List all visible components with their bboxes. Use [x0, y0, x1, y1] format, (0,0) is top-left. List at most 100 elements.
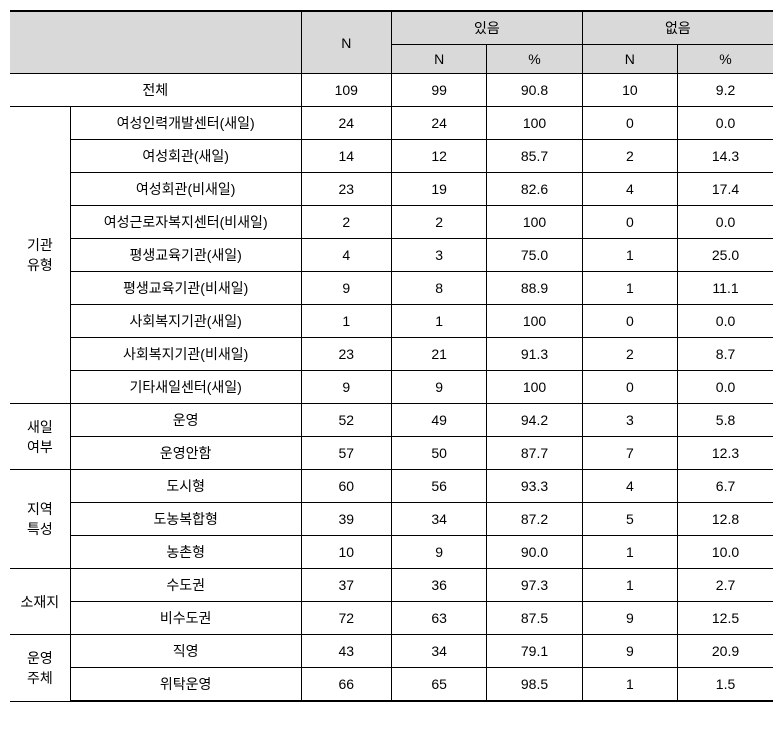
cell-n: 52 [301, 404, 391, 437]
row-label: 여성인력개발센터(새일) [70, 107, 301, 140]
header-no: 없음 [582, 11, 773, 45]
row-label: 기타새일센터(새일) [70, 371, 301, 404]
cell-yes-n: 34 [391, 503, 486, 536]
cell-n: 72 [301, 602, 391, 635]
cell-no-pct: 9.2 [678, 74, 773, 107]
row-label: 평생교육기관(비새일) [70, 272, 301, 305]
cell-no-n: 9 [582, 635, 677, 668]
cell-no-pct: 17.4 [678, 173, 773, 206]
cell-no-n: 7 [582, 437, 677, 470]
cell-no-n: 2 [582, 338, 677, 371]
cell-yes-pct: 85.7 [487, 140, 582, 173]
cell-n: 23 [301, 173, 391, 206]
cell-no-n: 1 [582, 668, 677, 702]
cell-yes-pct: 90.8 [487, 74, 582, 107]
cell-n: 43 [301, 635, 391, 668]
row-label: 도시형 [70, 470, 301, 503]
cell-yes-pct: 90.0 [487, 536, 582, 569]
cell-yes-pct: 100 [487, 107, 582, 140]
cell-yes-pct: 98.5 [487, 668, 582, 702]
cell-yes-pct: 100 [487, 206, 582, 239]
table-row: 평생교육기관(비새일)9888.9111.1 [10, 272, 773, 305]
cell-no-n: 1 [582, 239, 677, 272]
cell-yes-pct: 94.2 [487, 404, 582, 437]
table-row: 여성근로자복지센터(비새일)2210000.0 [10, 206, 773, 239]
cell-no-n: 1 [582, 272, 677, 305]
cell-no-pct: 0.0 [678, 305, 773, 338]
cell-n: 1 [301, 305, 391, 338]
table-row: 운영안함575087.7712.3 [10, 437, 773, 470]
cell-no-pct: 25.0 [678, 239, 773, 272]
cell-n: 60 [301, 470, 391, 503]
table-row: 여성회관(새일)141285.7214.3 [10, 140, 773, 173]
cell-no-pct: 0.0 [678, 371, 773, 404]
cell-no-n: 5 [582, 503, 677, 536]
cell-no-n: 1 [582, 536, 677, 569]
cell-yes-pct: 97.3 [487, 569, 582, 602]
cell-yes-pct: 82.6 [487, 173, 582, 206]
cell-yes-n: 56 [391, 470, 486, 503]
cell-no-pct: 5.8 [678, 404, 773, 437]
row-label: 수도권 [70, 569, 301, 602]
table-row: 농촌형10990.0110.0 [10, 536, 773, 569]
cell-yes-pct: 79.1 [487, 635, 582, 668]
table-row: 사회복지기관(새일)1110000.0 [10, 305, 773, 338]
row-label: 여성회관(비새일) [70, 173, 301, 206]
table-row: 여성회관(비새일)231982.6417.4 [10, 173, 773, 206]
total-label: 전체 [10, 74, 301, 107]
row-label: 운영안함 [70, 437, 301, 470]
cell-yes-n: 49 [391, 404, 486, 437]
cell-yes-pct: 88.9 [487, 272, 582, 305]
cell-no-n: 1 [582, 569, 677, 602]
cell-yes-pct: 100 [487, 371, 582, 404]
cell-n: 10 [301, 536, 391, 569]
cell-no-pct: 0.0 [678, 107, 773, 140]
cell-yes-n: 24 [391, 107, 486, 140]
data-table: N 있음 없음 N % N % 전체1099990.8109.2기관 유형여성인… [10, 10, 773, 702]
cell-yes-n: 9 [391, 371, 486, 404]
header-blank [10, 11, 301, 74]
row-label: 사회복지기관(새일) [70, 305, 301, 338]
cell-no-n: 4 [582, 470, 677, 503]
cell-no-n: 0 [582, 107, 677, 140]
table-row: 소재지수도권373697.312.7 [10, 569, 773, 602]
cell-no-pct: 6.7 [678, 470, 773, 503]
cell-n: 9 [301, 371, 391, 404]
cell-yes-pct: 91.3 [487, 338, 582, 371]
cell-n: 109 [301, 74, 391, 107]
table-row: 전체1099990.8109.2 [10, 74, 773, 107]
cell-n: 24 [301, 107, 391, 140]
cell-no-pct: 12.8 [678, 503, 773, 536]
cell-no-pct: 20.9 [678, 635, 773, 668]
row-label: 비수도권 [70, 602, 301, 635]
table-row: 평생교육기관(새일)4375.0125.0 [10, 239, 773, 272]
cell-no-n: 9 [582, 602, 677, 635]
cell-yes-n: 3 [391, 239, 486, 272]
cell-n: 66 [301, 668, 391, 702]
cell-no-pct: 0.0 [678, 206, 773, 239]
cell-no-n: 3 [582, 404, 677, 437]
table-row: 기타새일센터(새일)9910000.0 [10, 371, 773, 404]
cell-yes-pct: 87.2 [487, 503, 582, 536]
cell-yes-pct: 100 [487, 305, 582, 338]
table-row: 기관 유형여성인력개발센터(새일)242410000.0 [10, 107, 773, 140]
row-label: 여성근로자복지센터(비새일) [70, 206, 301, 239]
group-label: 기관 유형 [10, 107, 70, 404]
cell-yes-n: 50 [391, 437, 486, 470]
group-label: 새일 여부 [10, 404, 70, 470]
cell-yes-n: 99 [391, 74, 486, 107]
cell-no-pct: 8.7 [678, 338, 773, 371]
cell-n: 14 [301, 140, 391, 173]
cell-no-n: 0 [582, 305, 677, 338]
cell-yes-n: 63 [391, 602, 486, 635]
table-row: 도농복합형393487.2512.8 [10, 503, 773, 536]
group-label: 지역 특성 [10, 470, 70, 569]
row-label: 도농복합형 [70, 503, 301, 536]
table-body: 전체1099990.8109.2기관 유형여성인력개발센터(새일)2424100… [10, 74, 773, 702]
cell-no-n: 0 [582, 206, 677, 239]
cell-yes-n: 2 [391, 206, 486, 239]
cell-yes-pct: 75.0 [487, 239, 582, 272]
cell-no-pct: 11.1 [678, 272, 773, 305]
cell-n: 23 [301, 338, 391, 371]
row-label: 농촌형 [70, 536, 301, 569]
